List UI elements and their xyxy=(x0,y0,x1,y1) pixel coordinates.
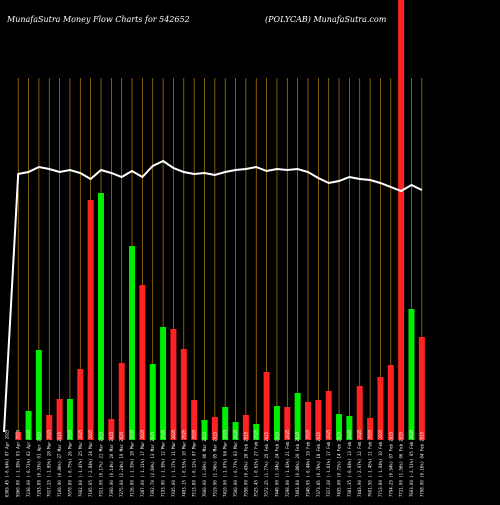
bar-up xyxy=(408,309,415,440)
x-tick-label: 7601.50 (-1.45%) 11 Feb 2025 xyxy=(368,429,373,497)
bar-up xyxy=(201,420,208,440)
x-tick-label: 7410.00 (-1.07%) 04 Mar 2025 xyxy=(223,429,228,497)
x-tick-label: 7100.00 (0.86%) 27 Mar 2025 xyxy=(57,431,62,497)
bar-up xyxy=(35,350,42,440)
bar-down xyxy=(87,200,94,440)
bar-up xyxy=(253,424,260,440)
bar-down xyxy=(304,402,311,440)
bar-down xyxy=(284,407,291,440)
bar-down xyxy=(377,377,384,440)
bar-down xyxy=(387,365,394,440)
bar-up xyxy=(25,411,32,440)
x-tick-label: 7275.00 (2.24%) 19 Mar 2025 xyxy=(119,431,124,497)
x-tick-label: 7572.25 (1.77%) 25 Feb 2025 xyxy=(264,431,269,497)
bar-up xyxy=(336,414,343,440)
x-tick-label: 7335.00 (-1.17%) 11 Mar 2025 xyxy=(171,429,176,497)
bar-up xyxy=(273,406,280,440)
money-flow-line xyxy=(3,159,423,433)
bar-down xyxy=(418,337,425,440)
bar-up xyxy=(160,327,167,440)
x-tick-label: 7525.45 (-0.62%) 27 Feb 2025 xyxy=(254,429,259,497)
x-tick-label: 7203.80 (0.33%) 01 Apr 2025 xyxy=(36,431,41,497)
x-tick-label: 7558.00 (0.43%) 28 Feb 2025 xyxy=(243,431,248,497)
x-tick-label: 7603.00 (-2.51%) 05 Feb 2025 xyxy=(409,429,414,497)
bar-down xyxy=(242,415,249,440)
bar-up xyxy=(222,407,229,440)
bar-down xyxy=(46,415,53,440)
x-tick-label: 7798.00 (0.16%) 04 Feb 2025 xyxy=(419,431,424,497)
x-tick-label: 7392.70 (2.69%) 13 Mar 2025 xyxy=(150,431,155,497)
x-tick-label: 7116.80 (-1.39%) 18 Mar 2025 xyxy=(130,429,135,497)
x-tick-label: 7300.00 (0.14%) 20 Mar 2025 xyxy=(109,431,114,497)
x-tick-label: 7403.80 (0.86%) 20 Feb 2025 xyxy=(295,431,300,497)
x-tick-label: 7600.00 (1.09%) 06 Mar 2025 xyxy=(202,431,207,497)
bar-down xyxy=(398,0,405,440)
x-tick-label: 7340.95 (-0.44%) 19 Feb 2025 xyxy=(305,429,310,497)
bar-down xyxy=(170,329,177,440)
x-tick-label: 6369.45 (-0.64%) 07 Apr 2025 xyxy=(5,429,10,497)
x-tick-label: 7317.20 (-1.61%) 17 Feb 2025 xyxy=(326,429,331,497)
x-tick-label: 7381.35 (-0.84%) 13 Feb 2025 xyxy=(347,429,352,497)
x-tick-label: 7311.00 (0.17%) 21 Mar 2025 xyxy=(98,431,103,497)
x-tick-label: 7373.85 (0.76%) 18 Feb 2025 xyxy=(316,431,321,497)
bar-up xyxy=(346,416,353,440)
bar-down xyxy=(180,349,187,440)
bar-down xyxy=(191,400,198,440)
x-tick-label: 7287.00 (-1.11%) 17 Mar 2025 xyxy=(140,429,145,497)
bar-down xyxy=(118,363,125,440)
chart-title-left: MunafaSutra Money Flow Charts for 542652 xyxy=(6,15,190,24)
x-tick-label: 7713.80 (-1.04%) 10 Feb 2025 xyxy=(378,429,383,497)
bar-up xyxy=(66,399,73,440)
bar-down xyxy=(108,419,115,440)
bar-up xyxy=(232,422,239,440)
x-tick-label: 7493.15 (-0.53%) 10 Mar 2025 xyxy=(181,429,186,497)
x-tick-label: 7721.00 (1.56%) 06 Feb 2025 xyxy=(399,431,404,497)
x-tick-label: 7794.25 (0.94%) 07 Feb 2025 xyxy=(388,431,393,497)
x-tick-label: 7002.60 (-1.47%) 25 Mar 2025 xyxy=(78,429,83,497)
x-tick-label: 7070.80 (-0.75%) 26 Mar 2025 xyxy=(67,429,72,497)
bar-down xyxy=(356,386,363,440)
bar-up xyxy=(294,393,301,440)
tick-label-layer: 6369.45 (-0.64%) 07 Apr 2025 5960.00 (-1.… xyxy=(5,429,425,497)
bar-down xyxy=(315,400,322,440)
bar-down xyxy=(325,391,332,440)
x-tick-label: 7298.00 (-1.43%) 21 Feb 2025 xyxy=(285,429,290,497)
x-tick-label: 7519.90 (1.56%) 05 Mar 2025 xyxy=(212,431,217,497)
bar-up xyxy=(97,193,104,440)
line-layer xyxy=(3,159,423,433)
bar-down xyxy=(367,418,374,440)
bar-down xyxy=(263,372,270,440)
x-tick-label: 5960.00 (-1.38%) 03 Apr 2025 xyxy=(16,429,21,497)
x-tick-label: 7193.00 (-1.38%) 12 Mar 2025 xyxy=(161,429,166,497)
bar-down xyxy=(15,432,22,440)
bar-down xyxy=(56,399,63,440)
bar-down xyxy=(77,369,84,440)
bar-layer xyxy=(15,0,425,440)
x-tick-label: 7017.25 (-1.89%) 28 Mar 2025 xyxy=(47,429,52,497)
bar-down xyxy=(139,285,146,440)
bar-up xyxy=(129,246,136,440)
x-tick-label: 7443.90 (-2.07%) 12 Feb 2025 xyxy=(357,429,362,497)
x-tick-label: 7105.05 (-2.84%) 24 Mar 2025 xyxy=(88,429,93,497)
x-tick-label: 7238.00 (-0.71%) 02 Apr 2025 xyxy=(26,429,31,497)
x-tick-label: 7513.80 (-0.12%) 07 Mar 2025 xyxy=(192,429,197,497)
x-tick-label: 7500.00 (-0.77%) 03 Mar 2025 xyxy=(233,429,238,497)
x-tick-label: 7440.00 (1.94%) 24 Feb 2025 xyxy=(274,431,279,497)
bar-down xyxy=(211,417,218,440)
x-tick-label: 7435.00 (0.72%) 14 Feb 2025 xyxy=(337,431,342,497)
chart-title-right: (POLYCAB) MunafaSutra.com xyxy=(265,15,387,24)
bar-up xyxy=(149,364,156,440)
